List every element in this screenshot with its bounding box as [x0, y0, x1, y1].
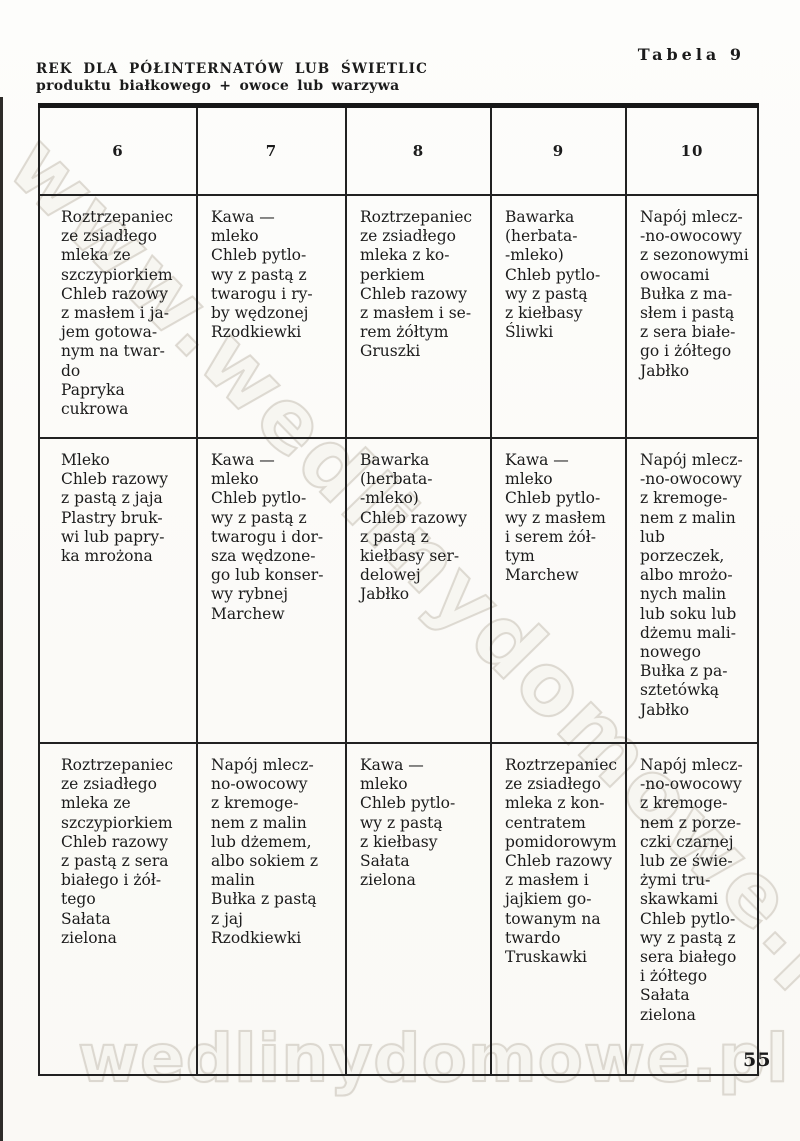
- menu-cell: Kawa — mleko Chleb pytlo- wy z pastą z t…: [196, 437, 347, 744]
- column-header-6: 6: [38, 103, 198, 196]
- menu-row-2: Mleko Chleb razowy z pastą z jaja Plastr…: [38, 437, 759, 744]
- column-header-row: 6 7 8 9 10: [38, 103, 759, 196]
- menu-row-1: Roztrzepaniec ze zsiadłego mleka ze szcz…: [38, 194, 759, 439]
- column-header-10: 10: [625, 103, 759, 196]
- column-header-8: 8: [345, 103, 492, 196]
- menu-table: 6 7 8 9 10 Roztrzepaniec ze zsiadłego ml…: [38, 103, 759, 1076]
- menu-cell: Kawa — mleko Chleb pytlo- wy z pastą z k…: [345, 742, 492, 1076]
- table-caption: Tabela 9: [637, 45, 745, 64]
- menu-cell: Napój mlecz- -no-owocowy z sezonowymi ow…: [625, 194, 759, 439]
- menu-cell: Kawa — mleko Chleb pytlo- wy z pastą z t…: [196, 194, 347, 439]
- menu-cell: Roztrzepaniec ze zsiadłego mleka z ko- p…: [345, 194, 492, 439]
- menu-cell: Roztrzepaniec ze zsiadłego mleka ze szcz…: [38, 194, 198, 439]
- menu-cell: Napój mlecz- no-owocowy z kremoge- nem z…: [196, 742, 347, 1076]
- column-header-9: 9: [490, 103, 627, 196]
- menu-cell: Roztrzepaniec ze zsiadłego mleka ze szcz…: [38, 742, 198, 1076]
- menu-row-3: Roztrzepaniec ze zsiadłego mleka ze szcz…: [38, 742, 759, 1076]
- menu-cell: Bawarka (herbata- -mleko) Chleb pytlo- w…: [490, 194, 627, 439]
- menu-cell: Bawarka (herbata- -mleko) Chleb razowy z…: [345, 437, 492, 744]
- menu-cell: Kawa — mleko Chleb pytlo- wy z masłem i …: [490, 437, 627, 744]
- page-edge-line: [0, 97, 3, 1141]
- page-number: 55: [743, 1049, 772, 1071]
- menu-cell: Mleko Chleb razowy z pastą z jaja Plastr…: [38, 437, 198, 744]
- menu-cell: Napój mlecz- -no-owocowy z kremoge- nem …: [625, 742, 759, 1076]
- heading-line2: produktu białkowego + owoce lub warzywa: [36, 78, 400, 94]
- heading-line1: REK DLA PÓŁINTERNATÓW LUB ŚWIETLIC: [36, 61, 428, 77]
- menu-cell: Napój mlecz- -no-owocowy z kremoge- nem …: [625, 437, 759, 744]
- menu-cell: Roztrzepaniec ze zsiadłego mleka z kon- …: [490, 742, 627, 1076]
- column-header-7: 7: [196, 103, 347, 196]
